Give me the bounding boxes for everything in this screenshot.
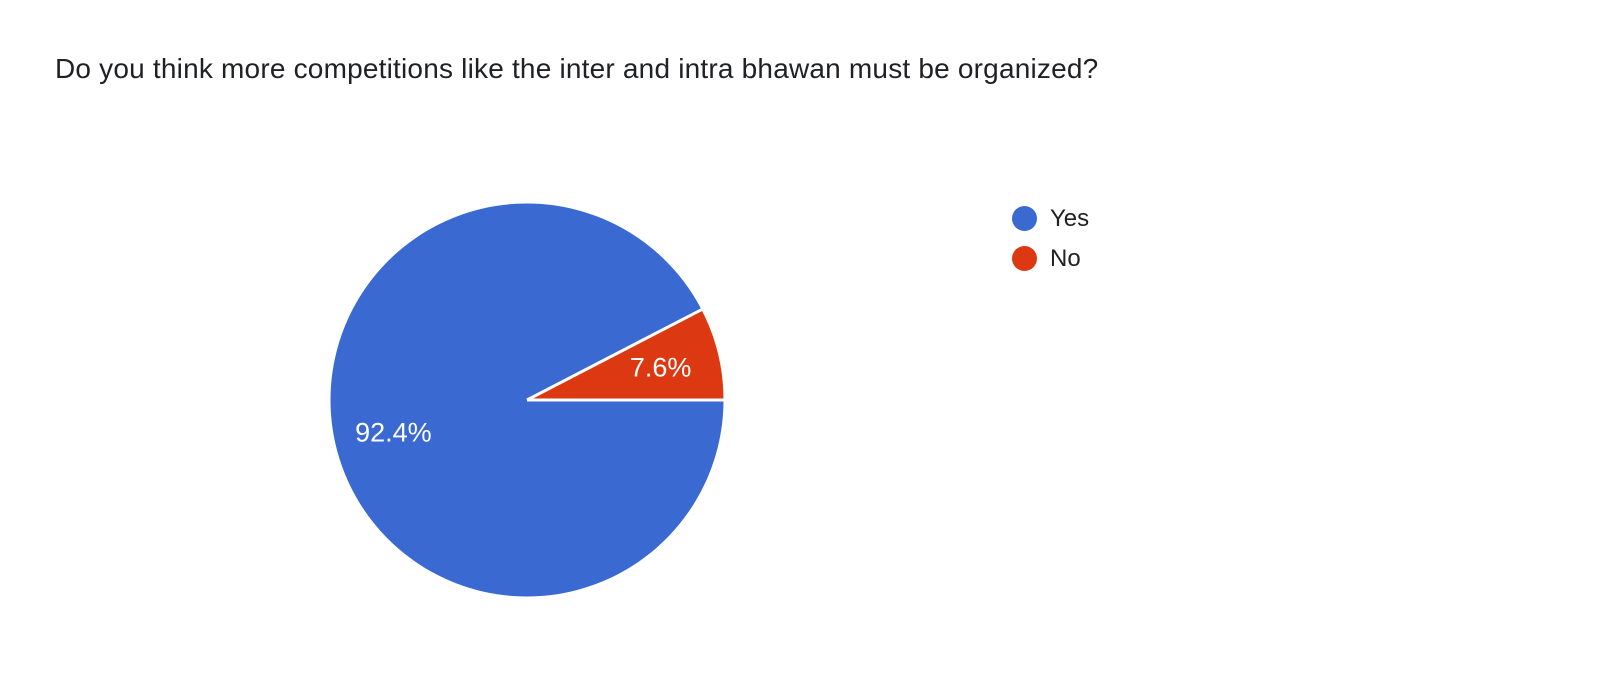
legend-swatch-no-icon — [1012, 246, 1037, 271]
legend-label-yes: Yes — [1050, 205, 1090, 232]
legend-item-no: No — [1012, 246, 1089, 271]
legend-swatch-yes-icon — [1012, 206, 1037, 231]
slice-value-label-no: 7.6% — [630, 353, 692, 383]
question-title: Do you think more competitions like the … — [55, 53, 1099, 84]
legend-item-yes: Yes — [1012, 206, 1089, 231]
slice-value-label-yes: 92.4% — [355, 418, 432, 448]
chart-legend: Yes No — [1012, 206, 1089, 271]
pie-slice-no — [527, 309, 724, 400]
legend-label-no: No — [1050, 245, 1081, 272]
slice-separator — [526, 308, 703, 402]
